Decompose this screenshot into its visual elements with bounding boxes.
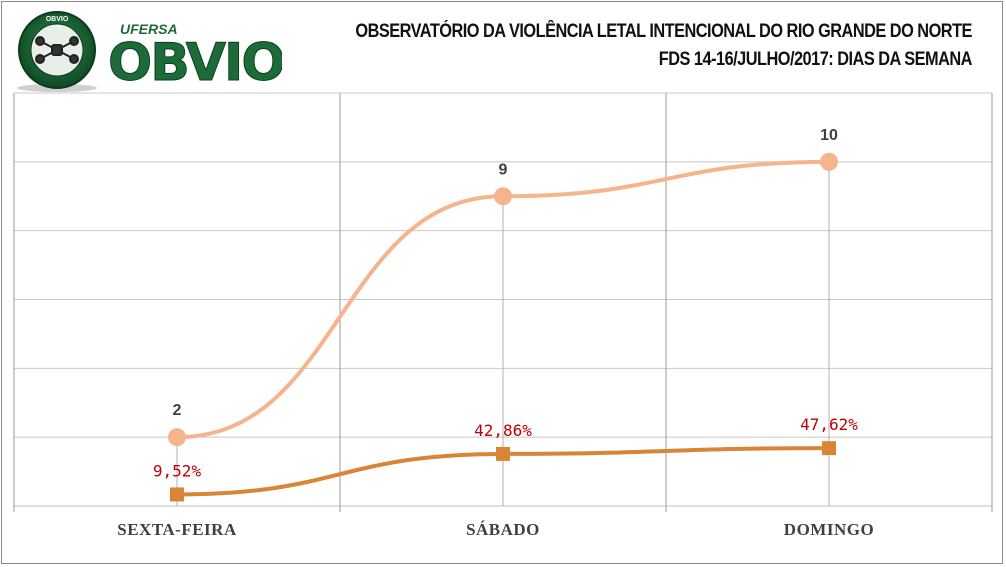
chart-title: OBSERVATÓRIO DA VIOLÊNCIA LETAL INTENCIO… — [255, 18, 972, 74]
percent-label: 42,86% — [474, 421, 532, 440]
x-tick-label: SEXTA-FEIRA — [117, 520, 237, 539]
count-point — [820, 152, 838, 171]
svg-text:OBVIO: OBVIO — [46, 16, 69, 23]
title-line-2: FDS 14-16/JULHO/2017: DIAS DA SEMANA — [658, 49, 973, 70]
gridlines — [13, 92, 993, 512]
svg-text:OBVIO: OBVIO — [108, 33, 282, 92]
count-label: 9 — [499, 161, 508, 178]
obvio-logo: OBVIO UFERSA OBVIO — [17, 11, 282, 92]
svg-text:UFERSA: UFERSA — [120, 21, 178, 37]
x-tick-label: DOMINGO — [784, 520, 874, 539]
percent-point — [496, 446, 510, 461]
x-tick-label: SÁBADO — [466, 520, 540, 539]
data-labels: 2 9 10 9,52% 42,86% 47,62% — [153, 127, 858, 481]
percent-point — [822, 441, 836, 456]
count-series-line — [176, 159, 830, 440]
count-label: 2 — [173, 402, 182, 419]
count-point — [168, 428, 186, 447]
count-point — [494, 187, 512, 206]
percent-label: 9,52% — [153, 461, 202, 480]
count-label: 10 — [820, 127, 838, 144]
data-markers — [168, 152, 838, 502]
x-axis-labels: SEXTA-FEIRA SÁBADO DOMINGO — [117, 520, 874, 539]
percent-label: 47,62% — [800, 415, 858, 434]
title-line-1: OBSERVATÓRIO DA VIOLÊNCIA LETAL INTENCIO… — [355, 21, 972, 42]
percent-point — [170, 487, 184, 502]
